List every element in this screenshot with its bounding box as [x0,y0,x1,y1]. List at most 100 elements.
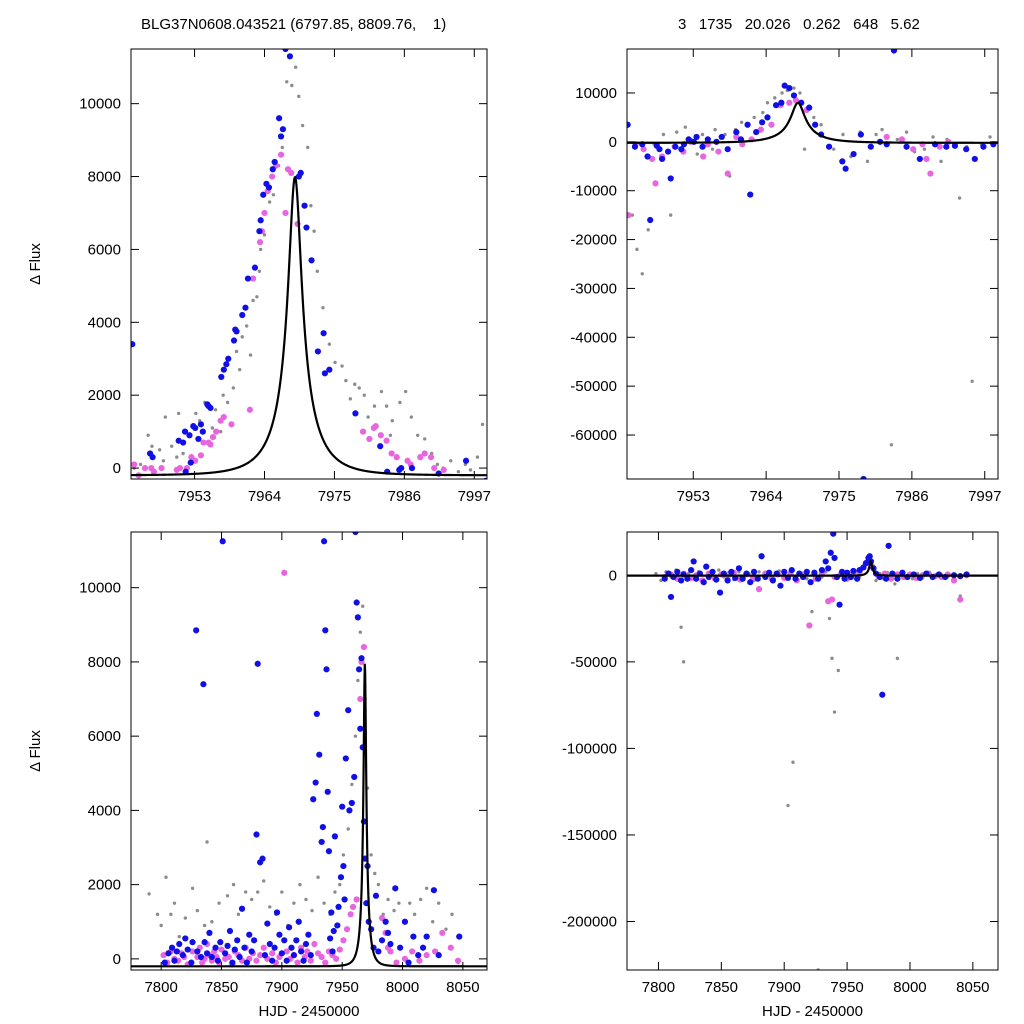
blue-point [264,920,271,927]
blue-point [212,944,219,951]
blue-point [330,927,337,935]
y-tick-label: 4000 [88,802,121,819]
grey-point [327,342,332,346]
blue-point [276,115,283,122]
grey-point [480,422,485,427]
grey-point [310,908,314,913]
blue-point [201,939,208,946]
blue-point [180,439,187,446]
grey-point [931,135,935,139]
blue-point [314,348,321,355]
blue-point [339,803,346,810]
grey-point [304,897,308,902]
magenta-point [649,155,656,163]
x-tick-label: 7964 [248,488,281,505]
x-tick-label: 7986 [388,488,421,505]
blue-point [331,833,339,840]
x-tick-label: 7900 [768,979,801,996]
blue-point [769,577,776,584]
magenta-point [277,151,285,158]
grey-point [333,360,337,365]
blue-point [238,905,246,912]
magenta-point [950,577,958,584]
grey-point [957,196,962,200]
magenta-point [141,464,149,472]
grey-point [786,803,790,808]
grey-point [679,625,683,629]
grey-point [285,80,289,84]
blue-point [963,146,970,153]
blue-point [352,532,359,536]
grey-point [205,840,209,844]
blue-point [239,311,246,319]
grey-point [379,389,384,394]
grey-point [450,912,454,917]
blue-point [182,935,189,942]
blue-point [753,128,760,136]
blue-point [278,950,285,957]
blue-point [271,158,278,166]
blue-point [786,84,793,92]
magenta-point [209,433,217,441]
blue-point [664,148,672,155]
blue-point [980,143,987,150]
blue-point [678,146,685,153]
panel-season-positive: 7800 7850 7900 7950 8000 8050 0 2000 4000 6000 800… [27,531,488,1020]
blue-point [703,563,710,570]
blue-point [750,568,758,575]
grey-point [309,203,313,208]
blue-point [308,257,315,264]
blue-point [778,99,785,106]
magenta-point [757,126,764,133]
y-tick-label: 4000 [88,314,121,331]
blue-point [324,788,331,795]
blue-point [430,887,438,894]
magenta-point [806,622,813,629]
blue-point [199,428,206,435]
blue-point [231,946,238,953]
grey-point [316,875,320,879]
blue-point [718,133,725,141]
blue-point [351,773,358,781]
grey-point [267,200,272,204]
y-tick-label: -40000 [570,329,617,346]
blue-point [328,909,335,916]
grey-point [210,426,215,430]
blue-point [781,82,788,89]
blue-point [699,143,706,150]
magenta-point [261,209,268,217]
grey-point [353,382,357,386]
blue-point [885,542,892,549]
blue-point [378,937,386,944]
blue-point [345,707,352,714]
grey-point [416,433,420,437]
grey-point [234,349,239,354]
grey-point [312,229,316,233]
blue-point [842,165,849,172]
grey-point [362,393,367,397]
blue-point [627,121,631,128]
y-tick-label: 8000 [88,654,121,671]
blue-point [724,577,731,584]
blue-point [739,575,746,582]
blue-point [377,443,384,450]
grey-point [164,875,168,879]
grey-point [386,897,390,902]
blue-point [171,957,178,964]
blue-point [346,807,353,814]
grey-point [392,908,396,913]
blue-point [224,942,231,949]
grey-point [218,429,223,434]
magenta-point [357,695,364,703]
magenta-point [200,439,207,446]
grey-point [202,923,207,928]
magenta-point [888,575,895,582]
magenta-point [366,435,373,443]
blue-point [384,929,392,936]
magenta-point [427,454,435,461]
magenta-point [213,428,220,435]
blue-point [348,799,355,807]
magenta-point [423,952,430,959]
y-tick-label: 2000 [88,877,121,894]
blue-point [825,565,832,572]
